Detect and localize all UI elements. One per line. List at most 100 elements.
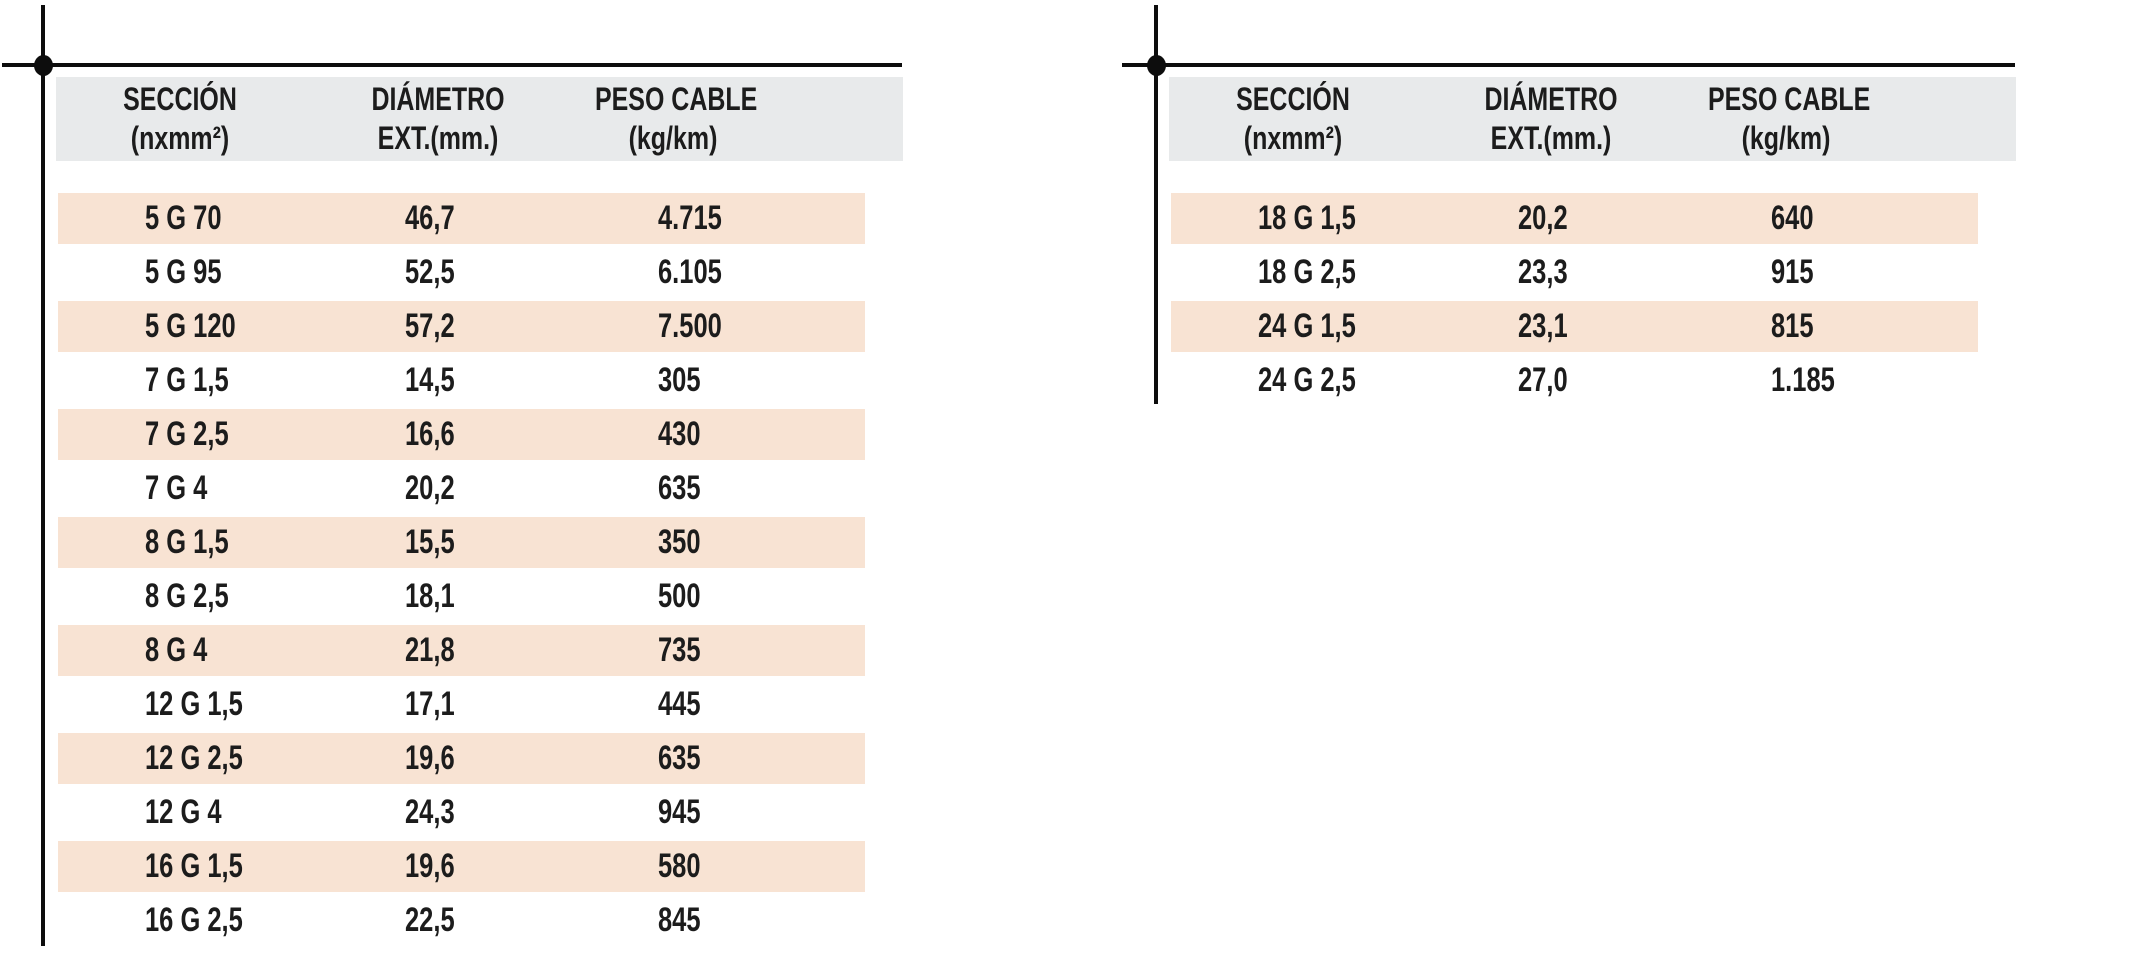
cell-seccion: 8 G 1,5	[145, 523, 229, 561]
cell-seccion: 16 G 2,5	[145, 901, 243, 939]
cell-diametro-ext: 22,5	[405, 901, 455, 939]
column-header-diametro: DIÁMETRO EXT.(mm.)	[338, 77, 538, 161]
table-header: SECCIÓN (nxmm²) DIÁMETRO EXT.(mm.) PESO …	[56, 77, 903, 161]
column-unit: (kg/km)	[628, 120, 718, 156]
cell-peso-cable: 915	[1771, 253, 1814, 291]
cell-seccion: 8 G 2,5	[145, 577, 229, 615]
cell-seccion: 12 G 4	[145, 793, 222, 831]
column-header-peso-cable: PESO CABLE (kg/km)	[1686, 77, 1886, 161]
column-header-peso-cable: PESO CABLE (kg/km)	[573, 77, 773, 161]
cell-diametro-ext: 19,6	[405, 847, 455, 885]
column-title: DIÁMETRO	[371, 81, 505, 117]
table-row: 5 G 120 57,2 7.500	[56, 299, 903, 353]
cell-diametro-ext: 19,6	[405, 739, 455, 777]
cell-seccion: 12 G 2,5	[145, 739, 243, 777]
cell-diametro-ext: 46,7	[405, 199, 455, 237]
cell-seccion: 5 G 70	[145, 199, 222, 237]
cell-peso-cable: 640	[1771, 199, 1814, 237]
crop-mark-registration-dot	[1147, 55, 1166, 76]
cell-peso-cable: 845	[658, 901, 701, 939]
cell-peso-cable: 6.105	[658, 253, 722, 291]
table-row: 16 G 2,5 22,5 845	[56, 893, 903, 947]
cell-diametro-ext: 20,2	[1518, 199, 1568, 237]
crop-mark-registration-dot	[34, 55, 53, 76]
cell-peso-cable: 7.500	[658, 307, 722, 345]
cell-peso-cable: 735	[658, 631, 701, 669]
column-title: PESO CABLE	[595, 81, 758, 117]
crop-mark-vertical-line	[41, 5, 45, 946]
table-row: 24 G 1,5 23,1 815	[1169, 299, 2016, 353]
cell-peso-cable: 350	[658, 523, 701, 561]
table-header: SECCIÓN (nxmm²) DIÁMETRO EXT.(mm.) PESO …	[1169, 77, 2016, 161]
cell-diametro-ext: 24,3	[405, 793, 455, 831]
column-title: SECCIÓN	[123, 81, 237, 117]
column-header-seccion: SECCIÓN (nxmm²)	[80, 77, 280, 161]
table-row: 12 G 4 24,3 945	[56, 785, 903, 839]
table-row: 7 G 1,5 14,5 305	[56, 353, 903, 407]
table-row: 5 G 70 46,7 4.715	[56, 191, 903, 245]
table-row: 5 G 95 52,5 6.105	[56, 245, 903, 299]
cell-diametro-ext: 52,5	[405, 253, 455, 291]
column-title: DIÁMETRO	[1484, 81, 1618, 117]
cell-seccion: 7 G 1,5	[145, 361, 229, 399]
cell-diametro-ext: 15,5	[405, 523, 455, 561]
cell-diametro-ext: 27,0	[1518, 361, 1568, 399]
crop-mark-horizontal-line	[2, 63, 902, 67]
table-row: 8 G 4 21,8 735	[56, 623, 903, 677]
cell-peso-cable: 1.185	[1771, 361, 1835, 399]
table-row: 24 G 2,5 27,0 1.185	[1169, 353, 2016, 407]
column-unit: (nxmm²)	[1243, 120, 1343, 156]
cell-peso-cable: 580	[658, 847, 701, 885]
cell-seccion: 5 G 120	[145, 307, 236, 345]
table-body: 5 G 70 46,7 4.715 5 G 95 52,5 6.105 5 G …	[56, 191, 903, 947]
column-header-seccion: SECCIÓN (nxmm²)	[1193, 77, 1393, 161]
cell-diametro-ext: 57,2	[405, 307, 455, 345]
cell-seccion: 16 G 1,5	[145, 847, 243, 885]
table-row: 16 G 1,5 19,6 580	[56, 839, 903, 893]
table-row: 18 G 2,5 23,3 915	[1169, 245, 2016, 299]
cell-peso-cable: 4.715	[658, 199, 722, 237]
column-unit: (nxmm²)	[130, 120, 230, 156]
cell-diametro-ext: 17,1	[405, 685, 455, 723]
table-body: 18 G 1,5 20,2 640 18 G 2,5 23,3 915 24 G…	[1169, 191, 2016, 407]
column-unit: EXT.(mm.)	[1490, 120, 1612, 156]
cell-diametro-ext: 23,1	[1518, 307, 1568, 345]
table-row: 18 G 1,5 20,2 640	[1169, 191, 2016, 245]
cell-peso-cable: 430	[658, 415, 701, 453]
table-row: 7 G 2,5 16,6 430	[56, 407, 903, 461]
cell-diametro-ext: 14,5	[405, 361, 455, 399]
cell-seccion: 18 G 2,5	[1258, 253, 1356, 291]
column-title: SECCIÓN	[1236, 81, 1350, 117]
cell-peso-cable: 815	[1771, 307, 1814, 345]
column-title: PESO CABLE	[1708, 81, 1871, 117]
table-row: 12 G 1,5 17,1 445	[56, 677, 903, 731]
cell-peso-cable: 445	[658, 685, 701, 723]
crop-mark-vertical-line	[1154, 5, 1158, 404]
column-unit: (kg/km)	[1741, 120, 1831, 156]
cell-seccion: 12 G 1,5	[145, 685, 243, 723]
cell-diametro-ext: 20,2	[405, 469, 455, 507]
cell-peso-cable: 500	[658, 577, 701, 615]
cell-peso-cable: 305	[658, 361, 701, 399]
cell-seccion: 5 G 95	[145, 253, 222, 291]
cell-diametro-ext: 16,6	[405, 415, 455, 453]
cell-diametro-ext: 18,1	[405, 577, 455, 615]
table-row: 12 G 2,5 19,6 635	[56, 731, 903, 785]
right-table-section: SECCIÓN (nxmm²) DIÁMETRO EXT.(mm.) PESO …	[1113, 0, 2129, 954]
cell-peso-cable: 635	[658, 469, 701, 507]
crop-mark-horizontal-line	[1122, 63, 2015, 67]
table-row: 8 G 2,5 18,1 500	[56, 569, 903, 623]
table-row: 7 G 4 20,2 635	[56, 461, 903, 515]
table-row: 8 G 1,5 15,5 350	[56, 515, 903, 569]
cell-seccion: 24 G 1,5	[1258, 307, 1356, 345]
cell-seccion: 18 G 1,5	[1258, 199, 1356, 237]
cell-peso-cable: 635	[658, 739, 701, 777]
left-table-section: SECCIÓN (nxmm²) DIÁMETRO EXT.(mm.) PESO …	[0, 0, 1016, 954]
column-header-diametro: DIÁMETRO EXT.(mm.)	[1451, 77, 1651, 161]
cell-peso-cable: 945	[658, 793, 701, 831]
cell-seccion: 7 G 2,5	[145, 415, 229, 453]
cell-diametro-ext: 23,3	[1518, 253, 1568, 291]
cell-diametro-ext: 21,8	[405, 631, 455, 669]
cell-seccion: 8 G 4	[145, 631, 208, 669]
